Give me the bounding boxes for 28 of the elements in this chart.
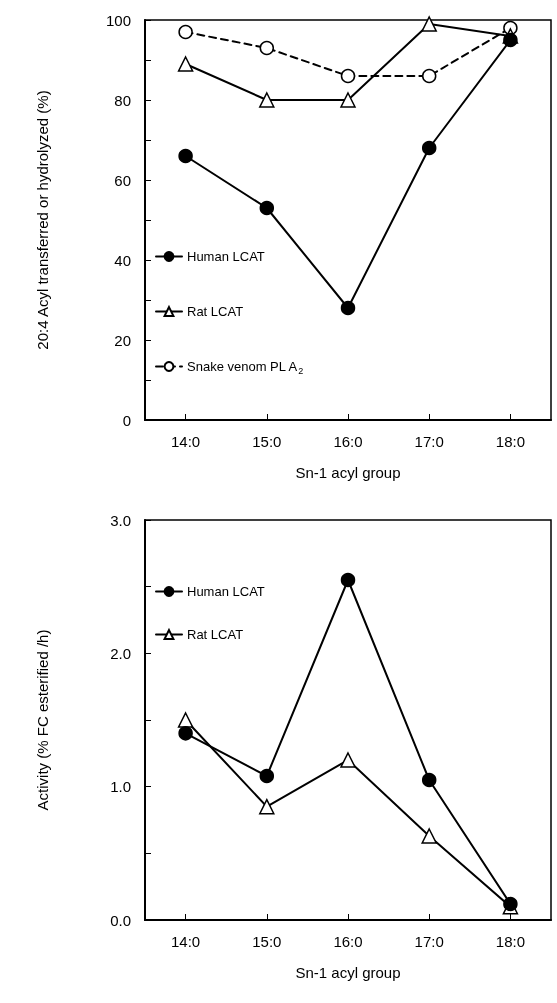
- y-tick-label: 40: [114, 251, 131, 269]
- y-tick-label: 3.0: [110, 511, 131, 529]
- y-tick-label: 100: [105, 11, 131, 29]
- x-tick-label: 14:0: [171, 933, 201, 950]
- y-tick-label: 1.0: [110, 778, 131, 796]
- x-tick-label: 15:0: [252, 933, 282, 950]
- y-tick-label: 60: [114, 171, 131, 189]
- x-tick-label: 18:0: [495, 933, 525, 950]
- x-tick-label: 16:0: [333, 433, 363, 450]
- y-tick-label: 2.0: [110, 644, 131, 662]
- x-tick-label: 18:0: [495, 433, 525, 450]
- y-tick-label: 80: [114, 91, 131, 109]
- y-tick-label: 0.0: [110, 911, 131, 929]
- y-axis-title: Activity (% FC esterified /h): [34, 629, 51, 811]
- x-tick-label: 15:0: [252, 433, 282, 450]
- x-tick-label: 16:0: [333, 933, 363, 950]
- y-tick-label: 20: [114, 331, 131, 349]
- x-tick-label: 17:0: [414, 433, 444, 450]
- legend-label: Human LCAT: [187, 584, 265, 599]
- legend-label: Rat LCAT: [187, 627, 244, 642]
- legend-label: Human LCAT: [187, 249, 265, 264]
- x-axis-title: Sn-1 acyl group: [295, 964, 401, 981]
- y-tick-label: 0: [122, 411, 131, 429]
- x-axis-title: Sn-1 acyl group: [295, 464, 401, 481]
- y-axis-title: 20:4 Acyl transferred or hydrolyzed (%): [34, 90, 51, 350]
- x-tick-label: 14:0: [171, 433, 201, 450]
- x-tick-label: 17:0: [414, 933, 444, 950]
- legend-label: Rat LCAT: [187, 304, 244, 319]
